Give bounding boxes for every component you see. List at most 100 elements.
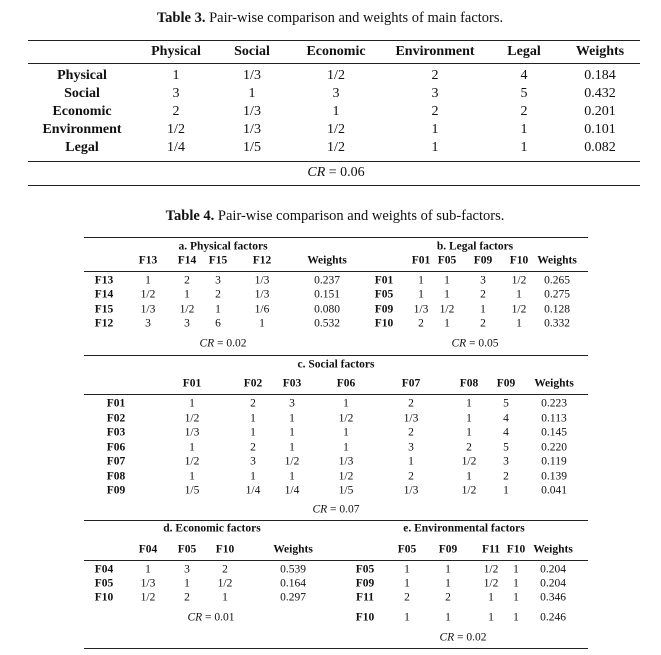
cell: 2 xyxy=(503,469,509,482)
column-header: F09 xyxy=(438,543,458,556)
cell: 1/5 xyxy=(184,484,200,497)
cell: 1 xyxy=(404,611,410,624)
cr-label: CR xyxy=(199,337,215,350)
cell: 5 xyxy=(503,397,509,410)
cell: 2 xyxy=(404,591,410,604)
cr-value: CR = 0.01 xyxy=(187,612,234,624)
cell: 1/6 xyxy=(254,303,270,316)
cell: 1 xyxy=(444,288,450,301)
cell: 2 xyxy=(184,591,190,604)
row-header: F05 xyxy=(374,288,394,301)
cell: 3 xyxy=(480,274,486,287)
cell: 1 xyxy=(513,577,519,590)
cell: 1 xyxy=(466,469,472,482)
cell: 0.220 xyxy=(541,440,567,453)
column-header: Weights xyxy=(534,377,574,390)
cell: 2 xyxy=(520,104,528,119)
cell: 1/2 xyxy=(483,577,499,590)
cell: 2 xyxy=(250,397,256,410)
cell: 0.080 xyxy=(314,303,340,316)
column-header: F12 xyxy=(252,254,272,267)
cell: 1/3 xyxy=(413,303,429,316)
row-header: F07 xyxy=(106,455,126,468)
cell: 2 xyxy=(431,68,439,83)
row-header: F10 xyxy=(355,611,375,624)
cell: 1 xyxy=(516,317,522,330)
cell: 1/2 xyxy=(179,303,195,316)
cr-number: = 0.02 xyxy=(454,631,487,644)
cell: 1 xyxy=(404,563,410,576)
row-header: F09 xyxy=(106,484,126,497)
cell: 2 xyxy=(222,563,228,576)
column-header: F13 xyxy=(138,254,158,267)
cell: 0.145 xyxy=(541,426,567,439)
cr-number: = 0.05 xyxy=(466,337,499,350)
cell: 1 xyxy=(466,411,472,424)
panel-title: d. Economic factors xyxy=(163,522,261,535)
cell: 3 xyxy=(250,455,256,468)
row-header: Economic xyxy=(52,104,112,119)
cr-label: CR xyxy=(439,631,455,644)
cell: 1 xyxy=(289,426,295,439)
cell: 1 xyxy=(145,274,151,287)
cell: 2 xyxy=(431,104,439,119)
caption-label: Table 4. xyxy=(165,207,215,224)
cell: 0.246 xyxy=(540,611,566,624)
cell: 1 xyxy=(503,484,509,497)
cell: 1/5 xyxy=(338,484,354,497)
header-rule xyxy=(84,560,588,561)
column-header: F01 xyxy=(182,377,202,390)
cell: 3 xyxy=(184,563,190,576)
cell: 1 xyxy=(332,104,340,119)
cr-value: CR = 0.05 xyxy=(451,338,498,350)
column-header: Social xyxy=(234,44,270,59)
cell: 0.532 xyxy=(314,317,340,330)
cr-value: CR = 0.02 xyxy=(199,338,246,350)
cell: 1/2 xyxy=(338,469,354,482)
cell: 1 xyxy=(418,274,424,287)
cell: 1 xyxy=(513,563,519,576)
cell: 1 xyxy=(520,140,528,155)
cell: 4 xyxy=(520,68,528,83)
column-header: F03 xyxy=(282,377,302,390)
cell: 3 xyxy=(172,86,180,101)
cell: 2 xyxy=(418,317,424,330)
cell: 1 xyxy=(289,469,295,482)
column-header: F14 xyxy=(177,254,197,267)
cell: 1 xyxy=(408,455,414,468)
cell: 1/2 xyxy=(327,68,345,83)
cell: 1/2 xyxy=(511,274,527,287)
cell: 0.201 xyxy=(584,104,616,119)
cell: 1 xyxy=(343,440,349,453)
cell: 1 xyxy=(343,426,349,439)
header-rule xyxy=(28,63,640,64)
cell: 1 xyxy=(488,591,494,604)
row-header: F13 xyxy=(94,274,114,287)
cell: 0.164 xyxy=(280,577,306,590)
cell: 1 xyxy=(189,469,195,482)
body-rule xyxy=(28,161,640,162)
cell: 1/2 xyxy=(511,303,527,316)
cr-value: CR = 0.02 xyxy=(439,632,486,644)
panel-title: b. Legal factors xyxy=(436,240,514,253)
cell: 0.101 xyxy=(584,122,616,137)
header-rule xyxy=(84,271,588,272)
cell: 1/4 xyxy=(284,484,300,497)
cell: 2 xyxy=(480,288,486,301)
cr-number: = 0.06 xyxy=(325,165,365,180)
cell: 1 xyxy=(444,317,450,330)
row-header: F09 xyxy=(374,303,394,316)
cell: 0.332 xyxy=(544,317,570,330)
column-header: Weights xyxy=(307,254,347,267)
cell: 1/3 xyxy=(140,303,156,316)
cell: 1 xyxy=(513,591,519,604)
cell: 1/3 xyxy=(243,68,261,83)
cell: 5 xyxy=(503,440,509,453)
panel-rule xyxy=(84,355,588,356)
cell: 1 xyxy=(445,611,451,624)
cell: 1 xyxy=(431,122,439,137)
cell: 2 xyxy=(408,397,414,410)
row-header: F05 xyxy=(94,577,114,590)
cell: 1 xyxy=(184,577,190,590)
